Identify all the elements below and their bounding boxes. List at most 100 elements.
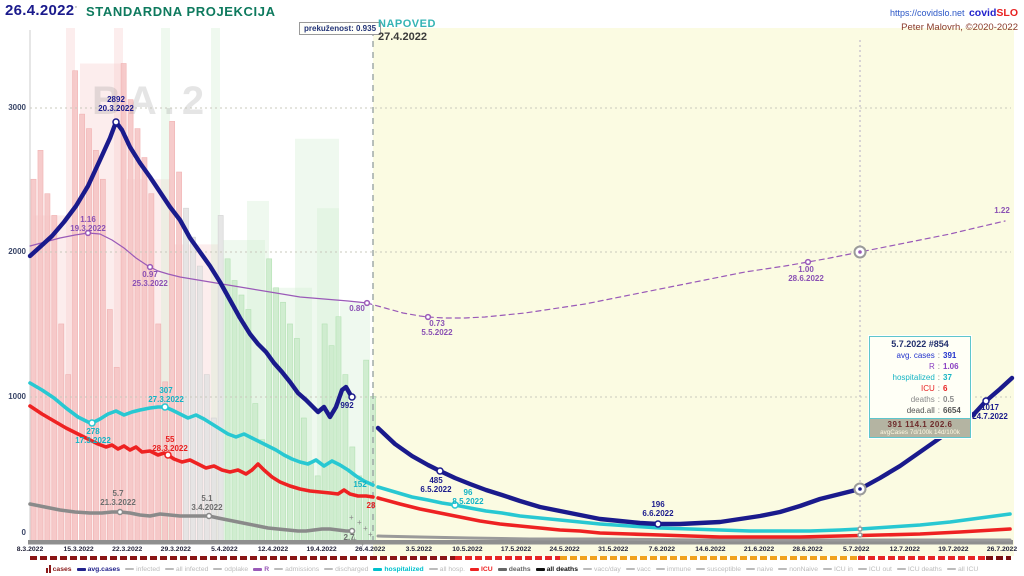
point-marker (804, 258, 812, 266)
point-marker (436, 467, 444, 475)
legend-item-label: nonNaive (789, 565, 818, 573)
forecast-region-background (373, 28, 1014, 556)
legend-item-all-deaths[interactable]: all deaths (535, 566, 578, 573)
case-bar (155, 323, 162, 542)
point-marker (451, 501, 459, 509)
legend-item-vacc-day[interactable]: vacc/day (583, 566, 621, 573)
x-axis-tick-label: 22.3.2022 (112, 546, 143, 553)
point-marker (348, 393, 356, 401)
infobox-footer-values: 391 114.1 202.6 (887, 420, 953, 429)
series-dash-icon (655, 568, 665, 570)
series-dash-icon (373, 567, 383, 571)
legend-bar: cases avg.cases infected all infected odplak… (0, 562, 1024, 576)
legend-item-all-hosp-[interactable]: all hosp. (428, 565, 465, 573)
x-axis-tick-label: 21.6.2022 (743, 546, 775, 553)
x-axis-tick-label: 19.7.2022 (938, 546, 969, 553)
case-bar (335, 316, 342, 542)
case-bar (106, 309, 113, 542)
case-bar (134, 128, 141, 542)
site-header: https://covidslo.net covidSLO Peter Malo… (890, 2, 1018, 34)
x-axis-tick-label: 15.3.2022 (63, 546, 94, 553)
brand-covid: covid (968, 7, 997, 19)
series-dash-icon (125, 568, 135, 570)
case-bar (287, 323, 293, 542)
legend-item-icu-deaths[interactable]: ICU deaths (896, 565, 942, 573)
case-bar (238, 294, 245, 542)
case-bar (245, 309, 252, 542)
series-dash-icon (253, 567, 263, 571)
x-axis-tick-label: 12.4.2022 (257, 546, 289, 553)
forecast-label: NAPOVED (378, 18, 436, 30)
legend-item-avg-cases[interactable]: avg.cases (76, 566, 120, 573)
legend-item-admissions[interactable]: admissions (274, 566, 319, 573)
page-title: STANDARDNA PROJEKCIJA (86, 4, 276, 19)
legend-item-all-infected[interactable]: all infected (164, 566, 208, 573)
legend-item-label: immune (666, 565, 691, 573)
legend-item-nonnaive[interactable]: nonNaive (778, 566, 818, 573)
background-bar (66, 28, 75, 541)
x-axis-tick-label: 10.5.2022 (452, 546, 483, 553)
case-bar (273, 287, 279, 542)
case-bar (93, 150, 99, 542)
point-marker (857, 532, 863, 538)
point-marker (88, 419, 96, 427)
case-bar (294, 338, 300, 542)
x-axis-tick-label: 29.3.2022 (160, 546, 191, 553)
forecast-infobox: 5.7.2022 #854 avg. cases:391 R:1.06 hospit… (869, 336, 971, 438)
legend-item-label: ICU out (868, 565, 892, 573)
infobox-footer-caption: avgCases 7d/100k 14d/100k (880, 429, 960, 436)
point-marker (164, 451, 172, 459)
legend-item-susceptible[interactable]: susceptible (696, 566, 741, 573)
legend-item-all-icu[interactable]: all ICU (946, 566, 978, 573)
legend-item-immune[interactable]: immune (655, 565, 691, 573)
case-bar (127, 99, 134, 542)
case-bar (51, 215, 58, 542)
series-dash-icon (76, 567, 86, 571)
legend-item-icu-out[interactable]: ICU out (857, 565, 892, 573)
x-axis-band (28, 540, 1013, 545)
legend-item-label: deaths (508, 565, 531, 573)
site-url-link[interactable]: https://covidslo.net (889, 8, 965, 18)
legend-item-hospitalized[interactable]: hospitalized (373, 566, 424, 573)
legend-item-naive[interactable]: naive (746, 566, 773, 573)
legend-item-cases[interactable]: cases (45, 565, 72, 573)
infobox-footer: 391 114.1 202.6 avgCases 7d/100k 14d/100… (870, 418, 970, 437)
x-axis-tick-label: 8.3.2022 (16, 546, 44, 553)
legend-item-label: ICU (481, 565, 493, 573)
x-axis-tick-label: 26.4.2022 (355, 546, 386, 553)
legend-item-label: all hosp. (439, 565, 465, 573)
case-bar (197, 265, 203, 542)
case-bar (252, 403, 259, 542)
case-bar (363, 359, 370, 542)
forecast-date: 27.4.2022 (378, 30, 427, 43)
x-axis-tick-label: 14.6.2022 (695, 546, 726, 553)
variant-watermark: BA.2 (92, 79, 211, 123)
author-credit: Peter Malovrh, ©2020-2022 (901, 22, 1018, 33)
point-marker (982, 397, 990, 405)
series-R (29, 232, 368, 304)
background-bar (211, 28, 220, 541)
legend-item-icu[interactable]: ICU (470, 566, 493, 573)
legend-item-odplake[interactable]: odplake (213, 566, 248, 573)
series-dash-icon (324, 568, 334, 570)
case-bar (342, 374, 349, 542)
infobox-row-dead-all: dead.all:6654 (906, 406, 961, 415)
series-dash-icon (470, 567, 479, 571)
case-bar (79, 113, 85, 542)
date-superscript-icon[interactable]: ▫ (74, 4, 78, 11)
case-bar (321, 323, 328, 542)
point-marker (205, 512, 213, 520)
y-axis-tick-label: 1000 (8, 392, 26, 401)
legend-item-deaths[interactable]: deaths (497, 565, 531, 573)
legend-item-label: ICU deaths (907, 565, 942, 573)
infobox-row-icu: ICU:6 (920, 384, 948, 393)
legend-item-vacc[interactable]: vacc (625, 566, 651, 573)
x-axis-tick-label: 5.4.2022 (211, 546, 238, 553)
legend-item-discharged[interactable]: discharged (324, 566, 368, 573)
series-dash-icon (946, 568, 956, 570)
legend-item-infected[interactable]: infected (125, 566, 160, 573)
legend-item-r[interactable]: R (253, 566, 269, 573)
case-bar (37, 150, 44, 542)
legend-item-icu-in[interactable]: ICU in (822, 566, 853, 573)
